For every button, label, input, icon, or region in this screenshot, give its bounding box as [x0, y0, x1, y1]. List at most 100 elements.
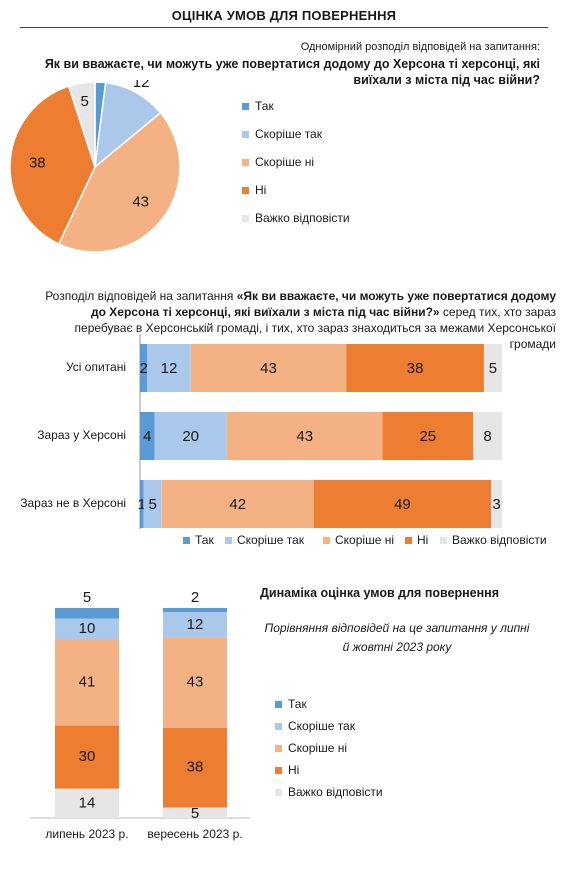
vbar-segment-skorishe-ni — [163, 637, 227, 728]
legend-swatch — [242, 131, 249, 138]
vbar-segment-ni — [55, 725, 119, 789]
hbar-value-label: 20 — [182, 428, 199, 445]
hbar-value-label: 1 — [138, 496, 146, 513]
hbar-segment-tak — [140, 344, 148, 392]
legend-swatch — [242, 103, 249, 110]
hbar-value-label: 8 — [483, 428, 491, 445]
legend-swatch — [275, 723, 282, 730]
vbar-value-label: 10 — [79, 620, 96, 637]
hbar-value-label: 2 — [139, 360, 147, 377]
vbar-value-label: 30 — [79, 748, 96, 765]
pie-label-skorishe-tak: 12 — [133, 80, 150, 91]
vbar-category-label: липень 2023 р. — [45, 827, 128, 841]
dynamics-subtitle: Порівняння відповідей на це запитання у … — [264, 621, 530, 654]
legend-label: Скоріше ні — [288, 741, 347, 755]
pie-question: Як ви вважаєте, чи можуть уже повертатис… — [44, 57, 540, 87]
page-title: ОЦІНКА УМОВ ДЛЯ ПОВЕРНЕННЯ — [171, 8, 397, 23]
pie-subtitle: Одномірний розподіл відповідей на запита… — [300, 41, 540, 53]
hbar-segment-skorishe-tak — [143, 480, 162, 528]
hbar-segment-tak — [140, 412, 155, 460]
vbar-segment-tak — [55, 608, 119, 619]
bar-intro-question: «Як ви вважаєте, чи можуть уже повертати… — [91, 289, 556, 319]
pie-slice-skorishe-ni — [57, 111, 181, 253]
hbar-legend-swatch-ni — [405, 537, 412, 544]
legend-swatch — [275, 789, 282, 796]
hbar-value-label: 5 — [148, 496, 156, 513]
bar-intro: Розподіл відповідей на запитання «Як ви … — [40, 288, 556, 352]
hbar-segment-skorishe-tak — [154, 412, 227, 460]
pie-label-ni: 38 — [29, 154, 46, 171]
hbar-value-label: 43 — [260, 360, 277, 377]
vbar-value-label: 43 — [187, 674, 204, 691]
hbar-segment-vazhko — [491, 480, 502, 528]
hbar-category-label: Усі опитані — [66, 360, 126, 374]
hbar-value-label: 12 — [161, 360, 178, 377]
hbar-segment-ni — [346, 344, 484, 392]
hbar-value-label: 38 — [407, 360, 424, 377]
legend-label: Ні — [255, 183, 267, 197]
legend-swatch — [242, 187, 249, 194]
legend-label: Скоріше так — [288, 719, 355, 733]
vbar-value-label: 14 — [79, 794, 96, 811]
legend-label: Ні — [288, 763, 300, 777]
legend-label: Важко відповісти — [288, 785, 383, 799]
hbar-legend-swatch-skorishe-ni — [323, 537, 330, 544]
vbar-segment-skorishe-tak — [55, 618, 119, 640]
hbar-legend-label-skorishe-ni: Скоріше ні — [335, 533, 394, 547]
pie-label-vazhko: 5 — [81, 93, 89, 110]
pie-slice-skorishe-tak — [94, 81, 162, 169]
hbar-segment-skorishe-ni — [190, 344, 347, 392]
hbar-segment-ni — [382, 412, 474, 460]
vbar-segment-vazhko — [55, 788, 119, 818]
dynamics-title: Динаміка оцінка умов для повернення — [260, 586, 500, 600]
hbar-segment-skorishe-ni — [226, 412, 383, 460]
hbar-segment-skorishe-ni — [161, 480, 314, 528]
vbar-value-label: 12 — [187, 616, 204, 633]
pie-slice-ni — [9, 85, 96, 245]
title-divider — [20, 27, 548, 28]
legend-label: Скоріше ні — [255, 155, 314, 169]
hbar-segment-vazhko — [473, 412, 502, 460]
vbar-value-label: 5 — [191, 805, 199, 822]
hbar-category-label: Зараз не в Херсоні — [20, 496, 126, 510]
hbar-segment-skorishe-tak — [147, 344, 191, 392]
hbar-value-label: 42 — [229, 496, 246, 513]
legend-label: Так — [288, 697, 307, 711]
vbar-legend: Так Скоріше так Скоріше ні Ні Важко відповіс… — [275, 697, 455, 807]
legend-label: Скоріше так — [255, 127, 322, 141]
hbar-legend-label-tak: Так — [195, 533, 214, 547]
legend-swatch — [275, 701, 282, 708]
hbar-segment-ni — [313, 480, 492, 528]
pie-slice-vazhko — [67, 81, 96, 168]
hbar-value-label: 43 — [296, 428, 313, 445]
legend-swatch — [275, 745, 282, 752]
hbar-value-label: 3 — [492, 496, 500, 513]
legend-swatch — [275, 767, 282, 774]
hbar-legend-swatch-skorishe-tak — [225, 537, 232, 544]
vbar-value-label: 2 — [191, 589, 199, 606]
hbar-value-label: 49 — [394, 496, 411, 513]
vbar-segment-ni — [163, 727, 227, 808]
pie-label-skorishe-ni: 43 — [132, 193, 149, 210]
hbar-value-label: 5 — [489, 360, 497, 377]
vbar-segment-tak — [163, 608, 227, 613]
vbar-value-label: 5 — [83, 589, 91, 606]
hbar-segment-vazhko — [483, 344, 502, 392]
hbar-segment-tak — [140, 480, 144, 528]
legend-label: Важко відповісти — [255, 211, 350, 225]
bar-intro-prefix: Розподіл відповідей на запитання — [45, 289, 237, 303]
vbar-chart: 14 30 41 10 5 липень 2023 р. 5 38 43 12 2 вересень … — [30, 589, 250, 841]
vbar-category-label: вересень 2023 р. — [147, 827, 242, 841]
hbar-legend-label-ni: Ні — [417, 533, 428, 547]
hbar-category-label: Зараз у Херсоні — [37, 428, 126, 442]
legend-swatch — [242, 159, 249, 166]
bar-intro-suffix: серед тих, хто зараз перебуває в Херсонс… — [74, 305, 556, 351]
hbar-legend-label-skorishe-tak: Скоріше так — [237, 533, 305, 547]
legend-label: Так — [255, 99, 274, 113]
vbar-segment-vazhko — [163, 807, 227, 818]
hbar-legend-swatch-tak — [183, 537, 190, 544]
hbar-value-label: 25 — [419, 428, 436, 445]
pie-legend: Так Скоріше так Скоріше ні Ні Важко відповіс… — [242, 99, 422, 239]
